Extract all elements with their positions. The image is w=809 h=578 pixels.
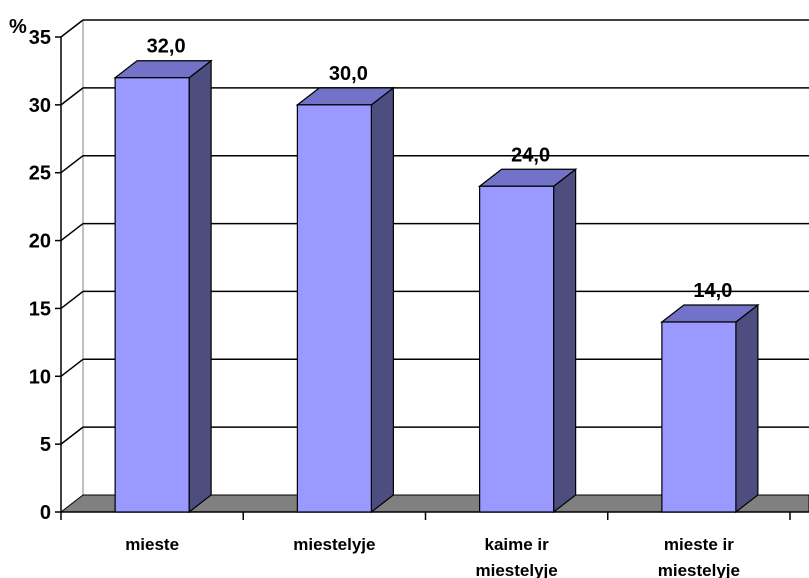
y-tick-label: 25 bbox=[29, 163, 51, 185]
bar-side bbox=[735, 303, 759, 514]
data-label: 30,0 bbox=[329, 63, 368, 85]
y-tick-label: 15 bbox=[29, 298, 51, 320]
bar bbox=[661, 321, 737, 513]
data-label: 14,0 bbox=[693, 280, 732, 302]
bar bbox=[479, 185, 555, 513]
y-tick-labels: 0 5 10 15 20 25 30 35 bbox=[29, 27, 51, 524]
y-tick-label: 20 bbox=[29, 231, 51, 253]
gridline-diagonal bbox=[60, 222, 84, 242]
y-tick-label: 30 bbox=[29, 95, 51, 117]
category-label: kaime ir bbox=[484, 535, 549, 554]
category-label: mieste ir bbox=[664, 535, 734, 554]
data-label: 32,0 bbox=[147, 36, 186, 58]
back-wall-top-edge bbox=[60, 19, 809, 38]
gridline-diagonal bbox=[60, 426, 84, 445]
y-tick-label: 35 bbox=[29, 27, 51, 49]
gridline-diagonal bbox=[60, 358, 84, 377]
data-label: 24,0 bbox=[511, 144, 550, 166]
gridline-diagonal bbox=[60, 290, 84, 310]
gridline-diagonal bbox=[60, 87, 84, 106]
gridline-diagonal bbox=[60, 155, 84, 174]
bar-side bbox=[370, 86, 394, 514]
bars bbox=[113, 59, 760, 514]
category-label: miestelyje bbox=[476, 561, 558, 578]
y-axis-label: % bbox=[9, 16, 27, 38]
y-tick-label: 10 bbox=[29, 366, 51, 388]
category-label: miestelyje bbox=[293, 535, 375, 554]
gridline-diagonal bbox=[60, 19, 84, 38]
category-labels: mieste miestelyje kaime ir miestelyje mieste… bbox=[125, 535, 740, 578]
data-labels: 32,0 30,0 24,0 14,0 bbox=[147, 36, 733, 302]
y-tick-label: 5 bbox=[40, 434, 51, 456]
bar-side bbox=[188, 59, 212, 514]
category-label: miestelyje bbox=[658, 561, 740, 578]
bar bbox=[114, 77, 190, 513]
category-label: mieste bbox=[125, 535, 179, 554]
bar-side bbox=[553, 168, 577, 514]
bar bbox=[296, 104, 372, 513]
y-tick-label: 0 bbox=[40, 502, 51, 524]
